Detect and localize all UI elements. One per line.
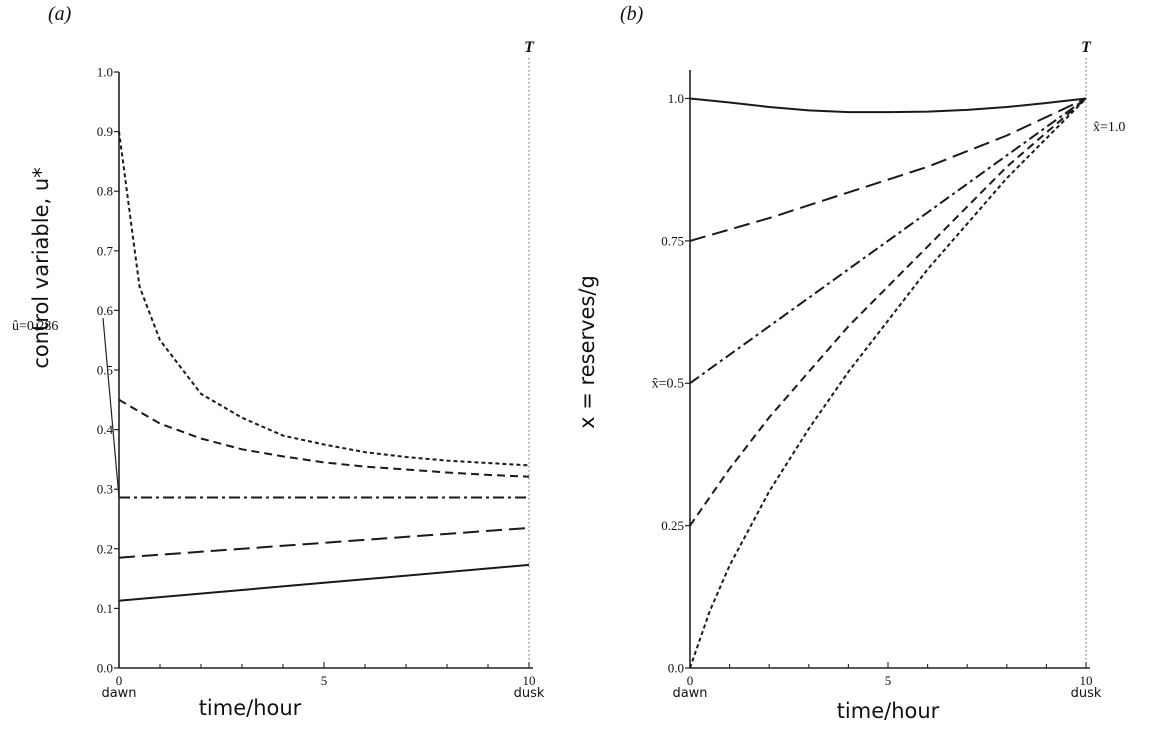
series-line-dash-dot bbox=[689, 97, 1087, 385]
dusk-label: dusk bbox=[514, 686, 545, 701]
y-tick-label: 0.4 bbox=[97, 422, 114, 437]
x-axis-title: time/hour bbox=[199, 696, 302, 720]
x-tick-label: 10 bbox=[523, 673, 536, 688]
y-tick-label: x̂=0.5 bbox=[652, 377, 684, 392]
series-line-long-dash bbox=[689, 97, 1087, 242]
panel-label: (a) bbox=[48, 3, 72, 25]
annotation-label: x̂=1.0 bbox=[1093, 120, 1125, 135]
annotation-leader bbox=[102, 317, 120, 498]
terminal-time-label: T bbox=[524, 39, 535, 56]
y-tick-label: 0.5 bbox=[97, 363, 113, 378]
series-line-short-dash bbox=[118, 131, 530, 467]
y-tick-label: 0.0 bbox=[668, 661, 684, 676]
series-line-short-dash bbox=[689, 97, 1087, 669]
annotation-label: û=0.286 bbox=[12, 319, 58, 334]
dawn-label: dawn bbox=[672, 686, 707, 701]
panel-b: (b) T 0.0 0.25 x̂=0.5 0.75 1.0 0 5 10 dawn dusk time… bbox=[575, 3, 1125, 723]
y-tick-label: 0.25 bbox=[661, 518, 684, 533]
x-tick-label: 5 bbox=[321, 673, 328, 688]
x-tick-label: 5 bbox=[885, 673, 892, 688]
panel-label: (b) bbox=[620, 3, 644, 25]
x-axis-title: time/hour bbox=[837, 699, 940, 723]
dawn-label: dawn bbox=[101, 686, 136, 701]
y-tick-label: 0.7 bbox=[97, 243, 114, 258]
series-line-long-dash bbox=[118, 526, 530, 559]
y-tick-label: 0.6 bbox=[97, 303, 114, 318]
y-tick-label: 1.0 bbox=[668, 91, 684, 106]
series-line-solid bbox=[689, 97, 1087, 114]
series-line-solid bbox=[118, 563, 530, 602]
y-axis-title: control variable, u* bbox=[29, 167, 53, 368]
dusk-label: dusk bbox=[1071, 686, 1102, 701]
y-tick-label: 0.9 bbox=[97, 124, 113, 139]
y-tick-label: 0.75 bbox=[661, 233, 684, 248]
series-line-dashed bbox=[118, 398, 530, 478]
x-tick-label: 10 bbox=[1080, 673, 1093, 688]
y-tick-label: 1.0 bbox=[97, 65, 113, 80]
y-tick-label: 0.1 bbox=[97, 601, 113, 616]
x-tick-label: 0 bbox=[687, 673, 694, 688]
y-tick-label: 0.2 bbox=[97, 541, 113, 556]
series-line-dashed bbox=[689, 97, 1087, 527]
y-axis-title: x = reserves/g bbox=[575, 275, 599, 429]
x-tick-label: 0 bbox=[116, 673, 123, 688]
panel-a: (a) T 0.0 0.1 0.2 0.3 0.4 0.5 0.6 0.7 0.8 0.9 1.0 0 5 1… bbox=[12, 3, 545, 720]
y-tick-label: 0.8 bbox=[97, 184, 113, 199]
y-tick-label: 0.3 bbox=[97, 482, 113, 497]
terminal-time-label: T bbox=[1081, 39, 1092, 56]
y-tick-label: 0.0 bbox=[97, 661, 113, 676]
